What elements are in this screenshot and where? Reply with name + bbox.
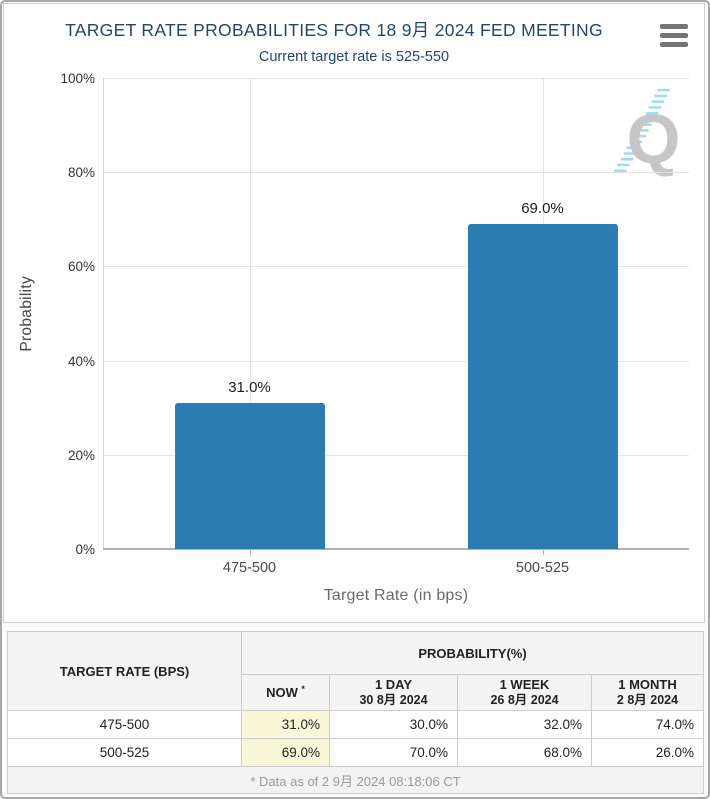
y-axis-line: [103, 78, 104, 549]
data-as-of-note: * Data as of 2 9月 2024 08:18:06 CT: [6, 766, 705, 794]
y-axis-title: Probability: [18, 275, 35, 352]
header-now: NOW *: [241, 674, 330, 711]
cell-now-value: 31.0%: [241, 710, 330, 739]
bar-475-500[interactable]: [174, 403, 325, 549]
bar-value-label: 31.0%: [228, 379, 271, 396]
y-tick-label: 60%: [67, 259, 95, 275]
gridline-40: [103, 360, 689, 362]
hamburger-bar: [660, 33, 688, 38]
hamburger-bar: [660, 24, 688, 29]
header-1-day: 1 DAY 30 8月 2024: [329, 674, 458, 711]
bar-group-475-500: 31.0%: [174, 78, 325, 549]
x-axis-line: [103, 548, 689, 550]
hamburger-menu-icon[interactable]: [660, 24, 688, 47]
cell-now-value: 69.0%: [241, 738, 330, 767]
x-category-label: 500-525: [515, 560, 570, 576]
cell-1month-value: 26.0%: [590, 738, 705, 767]
x-category-label: 475-500: [222, 560, 277, 576]
cell-1week-value: 68.0%: [457, 738, 592, 767]
table-footer-row: * Data as of 2 9月 2024 08:18:06 CT: [6, 766, 705, 794]
chart-title: TARGET RATE PROBABILITIES FOR 18 9月 2024…: [65, 20, 603, 40]
header-1-week: 1 WEEK 26 8月 2024: [457, 674, 592, 711]
table-row: 500-525 69.0% 70.0% 68.0% 26.0%: [7, 738, 705, 767]
y-tick-label: 80%: [67, 165, 95, 181]
y-tick-label: 40%: [67, 353, 95, 369]
y-tick-label: 20%: [67, 447, 95, 463]
x-tick: [249, 549, 251, 555]
header-probability-group: PROBABILITY(%): [240, 631, 705, 675]
gridline-20: [103, 454, 689, 456]
header-target-rate: TARGET RATE (BPS): [7, 631, 242, 711]
chart-panel: TARGET RATE PROBABILITIES FOR 18 9月 2024…: [3, 3, 705, 623]
table-row: 475-500 31.0% 30.0% 32.0% 74.0%: [7, 710, 705, 739]
gridline-60: [103, 266, 689, 268]
cell-1month-value: 74.0%: [590, 710, 705, 739]
gridline-80: [103, 172, 689, 174]
y-tick-label: 100%: [60, 71, 95, 86]
bar-500-525[interactable]: [467, 224, 618, 549]
bar-group-500-525: 69.0%: [467, 78, 618, 549]
plot-area: 0% 20% 40% 60% 80% 100% 31.0% 69.0% 475-…: [60, 71, 689, 604]
header-1-month: 1 MONTH 2 8月 2024: [590, 674, 705, 711]
cell-rate: 500-525: [7, 738, 242, 767]
x-tick: [542, 549, 544, 555]
probability-table: TARGET RATE (BPS) PROBABILITY(%) NOW * 1…: [6, 631, 705, 794]
gridline-100: [103, 78, 689, 79]
bar-value-label: 69.0%: [521, 200, 564, 218]
hamburger-bar: [660, 42, 688, 47]
cell-rate: 475-500: [7, 710, 242, 739]
y-tick-label: 0%: [75, 542, 95, 557]
cell-1day-value: 30.0%: [329, 710, 458, 739]
gridline-cat-1: [249, 78, 251, 549]
cell-1day-value: 70.0%: [329, 738, 458, 767]
chart-subtitle: Current target rate is 525-550: [258, 49, 450, 65]
cell-1week-value: 32.0%: [457, 710, 592, 739]
x-axis-title: Target Rate (in bps): [323, 587, 469, 604]
